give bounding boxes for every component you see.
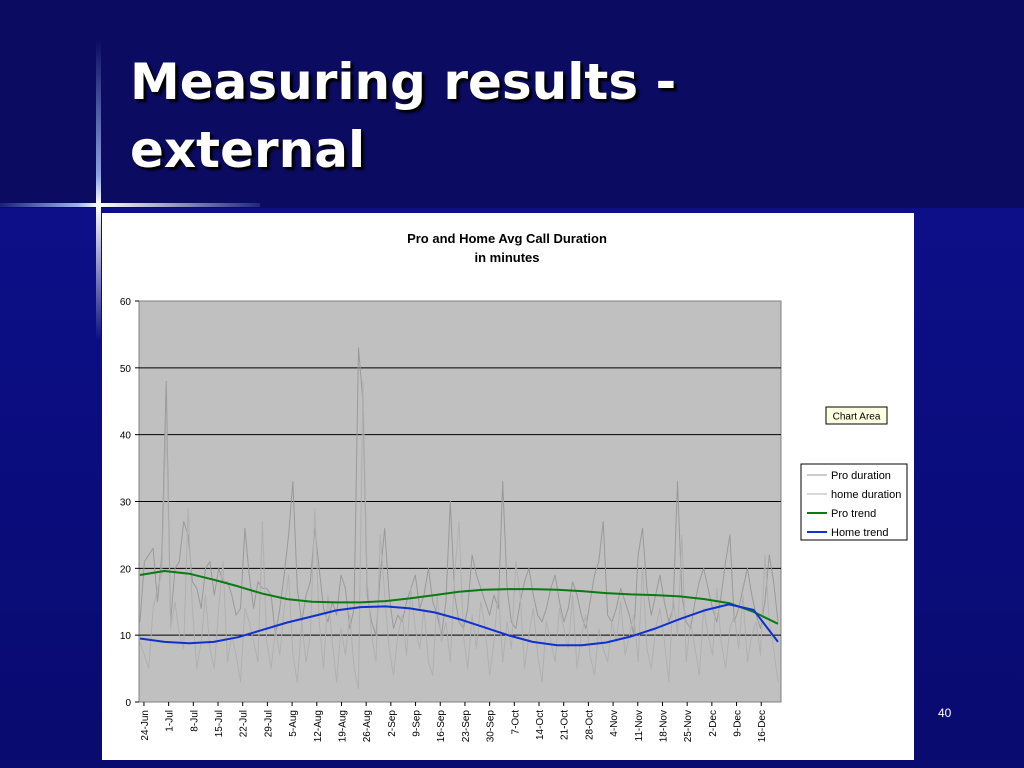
legend-label: Home trend — [831, 527, 888, 539]
title-band — [0, 0, 1024, 208]
x-tick-label: 9-Dec — [733, 710, 744, 737]
decorative-vertical-line — [96, 40, 101, 340]
y-tick-label: 50 — [120, 364, 132, 375]
series-home-trend[interactable] — [139, 603, 779, 647]
x-tick-label: 18-Nov — [658, 710, 669, 742]
y-axis: 0 10 20 30 40 50 60 — [120, 297, 139, 709]
x-tick-label: 16-Dec — [757, 710, 768, 742]
x-tick-label: 21-Oct — [560, 710, 571, 740]
chart-area-tooltip: Chart Area — [825, 406, 888, 425]
series-line — [139, 570, 779, 625]
x-tick-label: 28-Oct — [584, 710, 595, 740]
chart-svg[interactable]: Pro and Home Avg Call Duration in minute… — [102, 213, 914, 760]
legend[interactable]: Pro duration home duration Pro trend Home t… — [800, 463, 908, 541]
y-tick-label: 0 — [125, 698, 131, 709]
series-home-duration[interactable] — [139, 380, 779, 690]
legend-label: Pro trend — [831, 508, 876, 520]
x-tick-label: 22-Jul — [239, 710, 250, 737]
x-tick-label: 2-Dec — [708, 710, 719, 737]
x-tick-label: 1-Jul — [165, 710, 176, 732]
chart-title: Pro and Home Avg Call Duration — [407, 231, 607, 246]
x-tick-label: 19-Aug — [337, 710, 348, 742]
x-tick-label: 26-Aug — [362, 710, 373, 742]
y-tick-label: 40 — [120, 431, 132, 442]
x-tick-label: 9-Sep — [412, 710, 423, 737]
series-line — [139, 347, 779, 636]
page-number: 40 — [938, 706, 952, 720]
legend-label: Pro duration — [831, 470, 891, 482]
chart-panel[interactable]: Pro and Home Avg Call Duration in minute… — [102, 213, 914, 760]
y-tick-label: 20 — [120, 564, 132, 575]
series-line — [139, 380, 779, 690]
x-tick-label: 23-Sep — [461, 710, 472, 743]
x-tick-label: 24-Jun — [140, 710, 151, 741]
x-tick-label: 12-Aug — [313, 710, 324, 742]
x-tick-label: 4-Nov — [609, 710, 620, 737]
title-line-2: external — [130, 121, 366, 179]
y-tick-label: 10 — [120, 631, 132, 642]
title-line-1: Measuring results - — [130, 53, 677, 111]
x-tick-label: 15-Jul — [214, 710, 225, 737]
chart-subtitle: in minutes — [474, 250, 539, 265]
x-tick-label: 11-Nov — [634, 710, 645, 742]
series-line — [139, 603, 779, 647]
legend-label: home duration — [831, 489, 901, 501]
x-tick-label: 2-Sep — [387, 710, 398, 737]
decorative-horizontal-line — [0, 203, 260, 207]
x-tick-label: 5-Aug — [288, 710, 299, 737]
series-pro-duration[interactable] — [139, 347, 779, 636]
x-tick-label: 16-Sep — [436, 710, 447, 743]
series-pro-trend[interactable] — [139, 570, 779, 625]
x-tick-label: 7-Oct — [510, 710, 521, 735]
x-tick-label: 14-Oct — [535, 710, 546, 740]
chart-area-tooltip-label: Chart Area — [833, 412, 881, 423]
x-axis: 24-Jun 1-Jul 8-Jul 15-Jul 22-Jul 29-Jul 5-Aug 1… — [140, 702, 768, 742]
series-layer — [139, 347, 779, 690]
y-tick-label: 60 — [120, 297, 132, 308]
x-tick-label: 8-Jul — [189, 710, 200, 732]
x-tick-label: 30-Sep — [486, 710, 497, 743]
y-tick-label: 30 — [120, 498, 132, 509]
x-tick-label: 29-Jul — [263, 710, 274, 737]
slide-title: Measuring results - external — [130, 48, 890, 184]
x-tick-label: 25-Nov — [683, 710, 694, 742]
